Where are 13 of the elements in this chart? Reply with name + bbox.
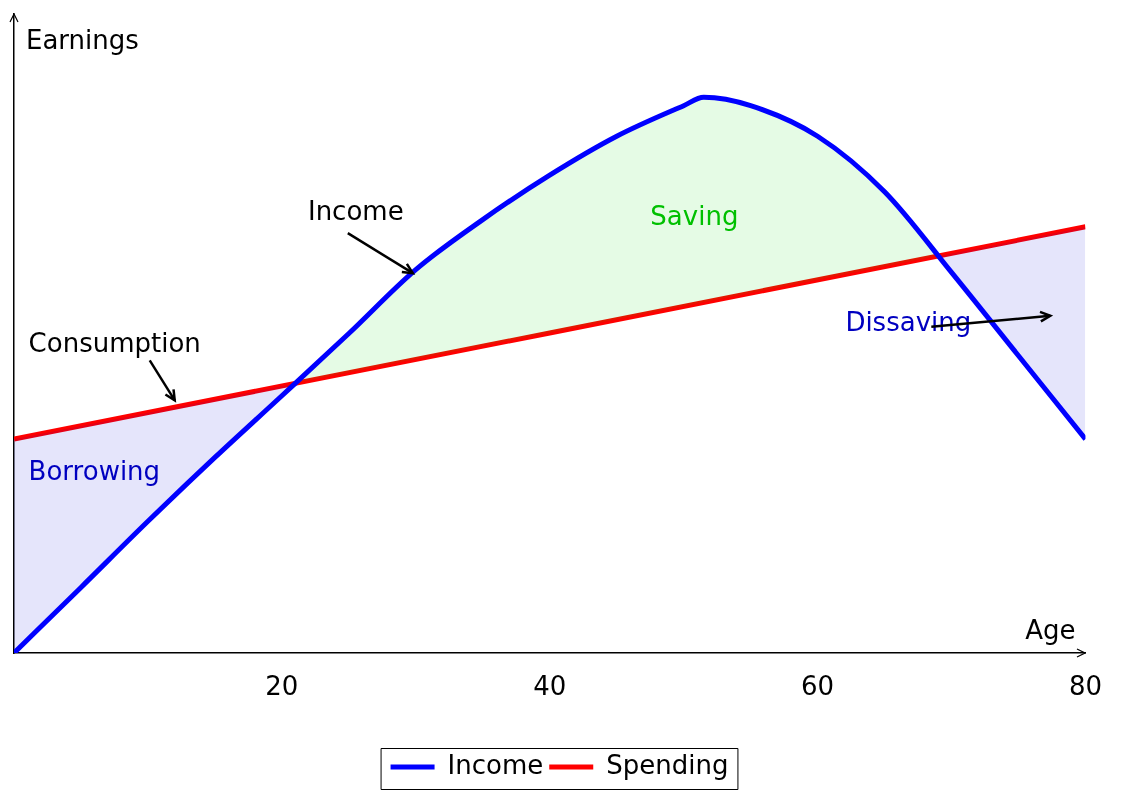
x-tick-label: 80 (1068, 671, 1102, 702)
annotation: Dissaving (845, 306, 972, 337)
annotation: Income (307, 196, 404, 227)
legend-label: Income (447, 749, 544, 780)
annotation: Borrowing (28, 456, 161, 487)
legend-label: Spending (606, 749, 729, 780)
annotation: Saving (650, 200, 739, 231)
y-axis-title: Earnings (26, 25, 139, 55)
x-axis-title: Age (1025, 615, 1076, 645)
x-tick-label: 20 (265, 671, 299, 702)
annotation: Consumption (28, 328, 201, 359)
x-tick-label: 60 (801, 671, 835, 702)
x-tick-label: 40 (533, 671, 567, 702)
